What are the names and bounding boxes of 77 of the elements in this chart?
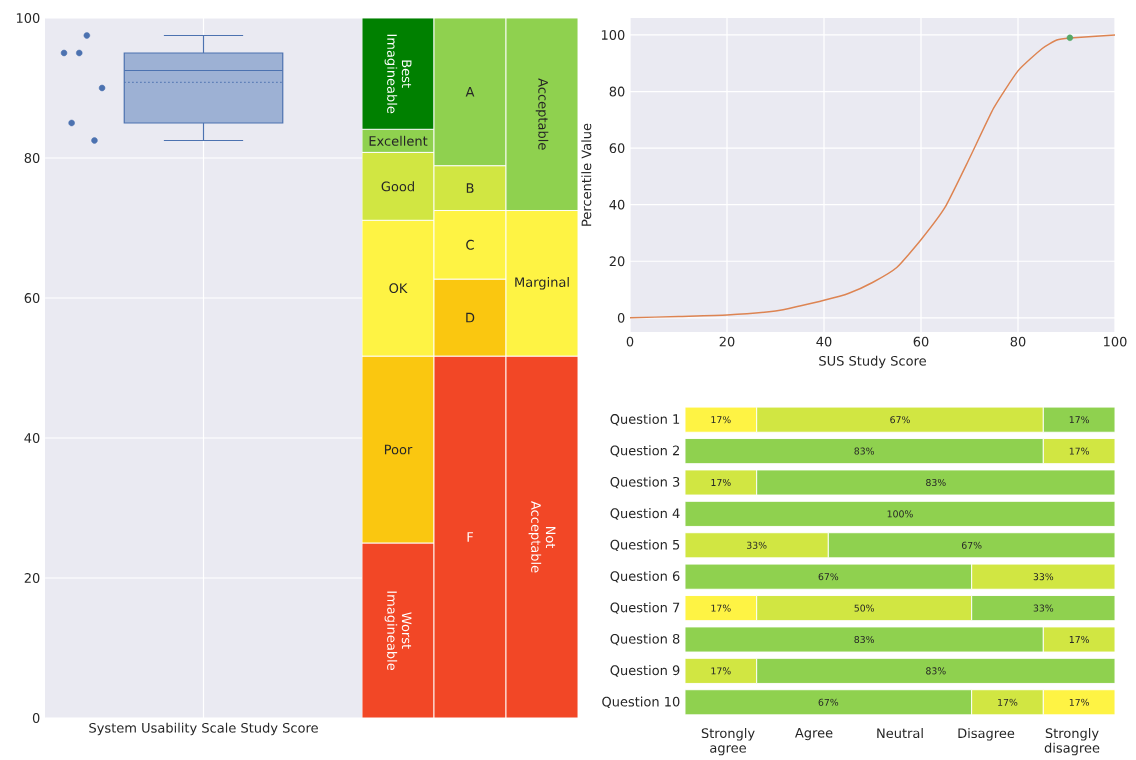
series-label: OK (389, 283, 408, 294)
y-tick-label: Question 1 (610, 414, 680, 426)
x-tick-label: System Usability Scale Study Score (89, 722, 318, 736)
series-label: Not Acceptable (528, 501, 556, 573)
data-label: 17% (998, 698, 1018, 706)
data-label: 100% (887, 510, 913, 518)
x-tick-label: 100 (1104, 336, 1127, 347)
data-label: 33% (747, 541, 767, 549)
data-label: 50% (854, 604, 875, 612)
text: Strongly disagree (1044, 728, 1100, 756)
x-tick-label: 20 (719, 336, 735, 347)
point (91, 137, 98, 144)
y-tick-label: Question 7 (610, 602, 680, 614)
data-label: 83% (926, 667, 946, 675)
data-label: 17% (1069, 698, 1089, 706)
data-label: 17% (711, 604, 731, 612)
y-tick-label: 100 (601, 30, 625, 41)
y-tick-label: 100 (16, 13, 40, 24)
text: Disagree (958, 728, 1015, 741)
y-tick-label: 80 (609, 86, 625, 97)
data-label: 17% (711, 416, 731, 424)
y-tick-label: Question 6 (610, 571, 680, 583)
y-tick-label: 40 (24, 433, 40, 444)
y-tick-label: 0 (617, 313, 625, 323)
x-tick-label: 40 (816, 336, 832, 347)
series-label: A (465, 87, 475, 97)
text: Agree (795, 728, 833, 741)
data-label: 33% (1033, 573, 1054, 581)
y-tick-label: 80 (24, 153, 40, 164)
x-tick-label: 60 (913, 336, 929, 347)
point (98, 84, 106, 92)
data-label: 33% (1033, 604, 1054, 612)
y-tick-label: 20 (24, 573, 40, 584)
y-axis-title: Percentile Value (581, 123, 592, 226)
text: Strongly agree (701, 728, 755, 756)
y-tick-label: 0 (32, 713, 40, 724)
data-label: 17% (1069, 447, 1089, 455)
y-tick-label: 20 (609, 256, 625, 267)
series-label: Poor (384, 444, 413, 455)
y-tick-label: Question 4 (610, 508, 680, 520)
data-label: 67% (890, 416, 910, 424)
x-tick-label: 80 (1010, 336, 1026, 347)
y-tick-label: Question 10 (602, 696, 680, 709)
series-label: Excellent (369, 135, 428, 147)
data-label: 17% (711, 479, 731, 487)
text: Neutral (877, 728, 923, 739)
point (83, 32, 91, 39)
x-axis-title: SUS Study Score (819, 355, 926, 369)
y-tick-label: Question 3 (610, 476, 680, 489)
y-tick-label: 40 (609, 199, 625, 210)
y-tick-label: Question 9 (610, 665, 680, 677)
data-label: 17% (1069, 636, 1089, 644)
data-label: 67% (818, 698, 839, 706)
x-tick-label: 0 (626, 336, 634, 347)
data-label: 17% (1069, 416, 1089, 424)
series-label: Good (381, 181, 414, 192)
y-tick-label: 60 (609, 143, 625, 154)
y-tick-label: Question 8 (610, 633, 680, 646)
point (68, 119, 75, 127)
series-label: D (466, 312, 475, 323)
y-tick-label: Question 2 (610, 445, 679, 457)
series-label: Acceptable (535, 78, 549, 150)
series-label: F (467, 532, 473, 542)
series-label: B (466, 183, 474, 193)
y-tick-label: Question 5 (610, 539, 680, 552)
data-label: 83% (854, 636, 875, 644)
data-label: 83% (854, 447, 875, 455)
series-label: Worst Imagineable (384, 591, 412, 671)
series-label: C (466, 240, 474, 250)
data-label: 67% (818, 573, 839, 581)
data-label: 83% (926, 479, 946, 487)
y-tick-label: 60 (24, 293, 40, 304)
bar (684, 500, 1116, 528)
series-label: Marginal (515, 277, 569, 290)
data-label: 17% (711, 667, 731, 675)
series-label: Best Imagineable (384, 34, 412, 114)
data-label: 67% (961, 541, 982, 549)
